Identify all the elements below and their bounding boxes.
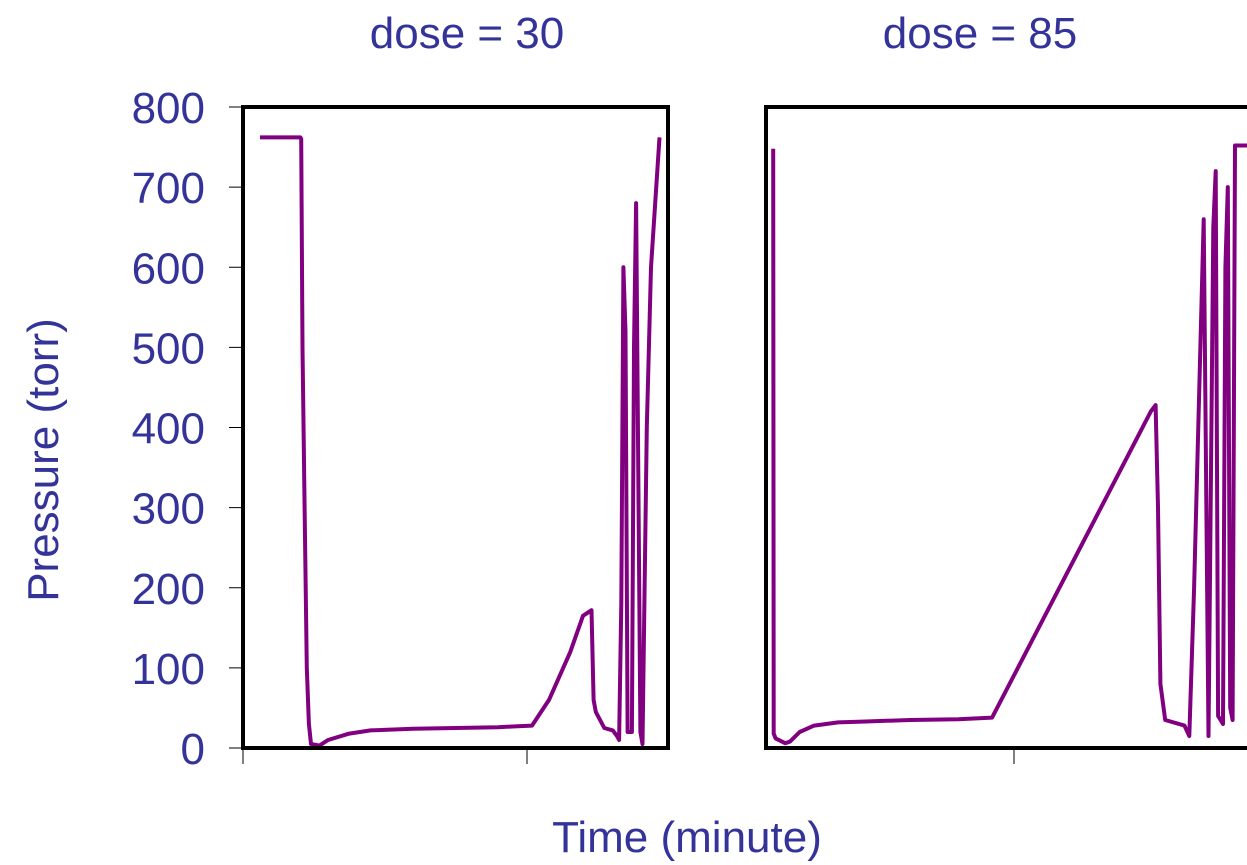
y-tick-label: 400 (132, 405, 205, 454)
panel-2-series-line (771, 143, 1247, 746)
y-tick-label: 300 (132, 485, 205, 534)
y-axis-title: Pressure (torr) (19, 318, 68, 602)
panel-1-plot (260, 135, 662, 748)
panel-1-frame (241, 105, 670, 750)
y-tick-label: 0 (181, 725, 205, 774)
panel-2-title: dose = 85 (883, 9, 1078, 58)
x-axis-title: Time (minute) (552, 813, 822, 862)
y-tick-label: 100 (132, 645, 205, 694)
y-tick-label: 200 (132, 565, 205, 614)
y-tick-label: 700 (132, 164, 205, 213)
panel-1-title: dose = 30 (370, 9, 565, 58)
y-tick-label: 800 (132, 84, 205, 133)
y-tick-label: 500 (132, 324, 205, 373)
panel-1-series-line (260, 135, 662, 748)
panel-2-plot (771, 143, 1247, 746)
y-tick-label: 600 (132, 244, 205, 293)
panel-2-frame (764, 105, 1247, 750)
panel-1-y-ticks: 0 100 200 300 400 500 600 700 800 (132, 84, 243, 774)
